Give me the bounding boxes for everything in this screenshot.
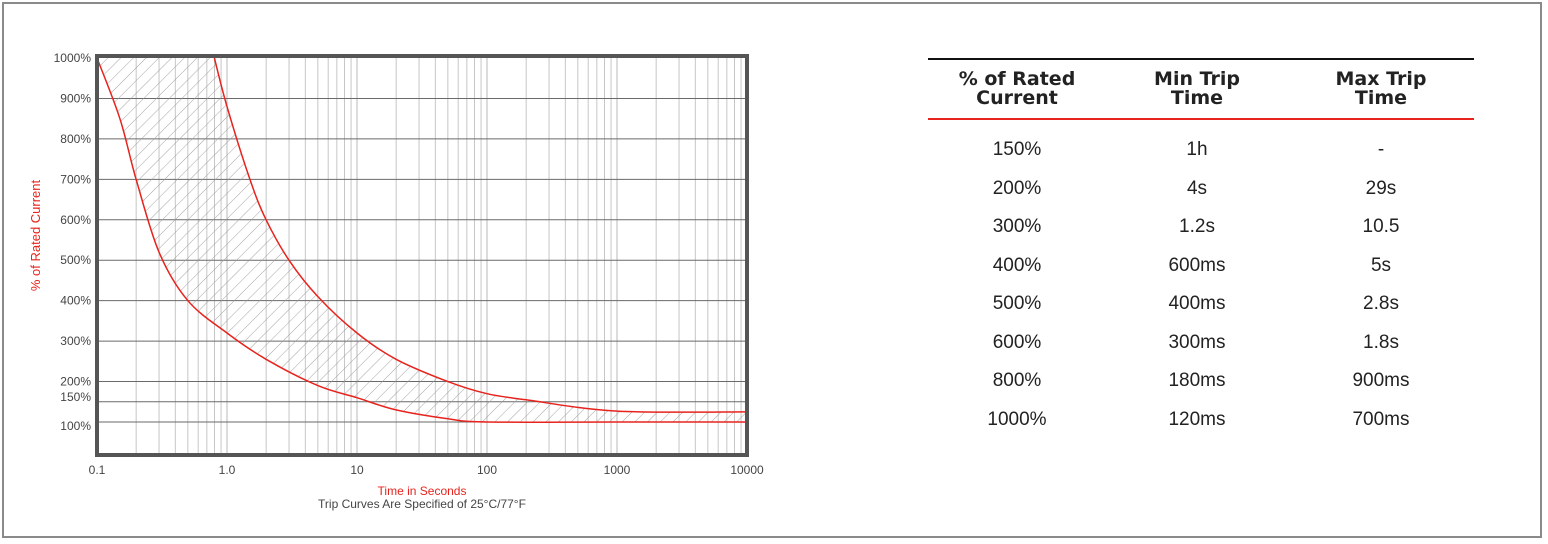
cell-current: 200%	[992, 177, 1042, 199]
plot-border	[95, 54, 749, 457]
table-row: 300% 1.2s 10.5	[928, 208, 1474, 247]
cell-min-trip: 300ms	[1168, 331, 1226, 353]
x-tick-label: 10000	[730, 463, 764, 477]
table-row: 150% 1h -	[928, 131, 1474, 170]
header-rated-current-line1: % of Rated	[958, 68, 1076, 90]
table-row: 200% 4s 29s	[928, 170, 1474, 209]
cell-min-trip: 120ms	[1168, 408, 1226, 430]
cell-current: 1000%	[987, 408, 1047, 430]
cell-min-trip: 400ms	[1168, 293, 1226, 315]
table-header-row: % of Rated Current Min Trip Time Max Tri…	[928, 60, 1474, 118]
y-tick-label: 800%	[60, 132, 91, 146]
header-rated-current: % of Rated Current	[928, 70, 1106, 108]
cell-current: 600%	[992, 331, 1042, 353]
cell-max-trip: 5s	[1370, 254, 1392, 276]
y-tick-label: 700%	[60, 172, 91, 186]
cell-min-trip: 180ms	[1168, 370, 1226, 392]
cell-min-trip: 600ms	[1168, 254, 1226, 276]
chart-note: Trip Curves Are Specified of 25°C/77°F	[318, 497, 526, 511]
table-row: 600% 300ms 1.8s	[928, 324, 1474, 363]
x-axis-title: Time in Seconds	[378, 484, 467, 498]
cell-current: 500%	[992, 293, 1042, 315]
min-trip-curve	[96, 57, 747, 423]
y-tick-label: 1000%	[54, 51, 92, 65]
x-tick-label: 1.0	[219, 463, 236, 477]
header-rated-current-line2: Current	[976, 87, 1058, 109]
x-tick-label: 10	[350, 463, 364, 477]
y-tick-label: 100%	[60, 419, 91, 433]
x-tick-label: 100	[477, 463, 497, 477]
y-tick-label: 300%	[60, 334, 91, 348]
cell-max-trip: 700ms	[1352, 408, 1410, 430]
table-header-rule	[928, 118, 1474, 120]
header-min-trip: Min Trip Time	[1106, 70, 1288, 108]
cell-min-trip: 1.2s	[1179, 216, 1215, 238]
cell-current: 150%	[992, 139, 1042, 161]
table-row: 800% 180ms 900ms	[928, 362, 1474, 401]
header-min-trip-line1: Min Trip	[1154, 68, 1240, 90]
table-row: 1000% 120ms 700ms	[928, 401, 1474, 440]
y-axis-title: % of Rated Current	[28, 179, 43, 291]
table-row: 500% 400ms 2.8s	[928, 285, 1474, 324]
cell-max-trip: 900ms	[1352, 370, 1410, 392]
cell-max-trip: 29s	[1365, 177, 1397, 199]
cell-max-trip: 2.8s	[1363, 293, 1399, 315]
table-body: 150% 1h - 200% 4s 29s 300% 1.2s 10.5 400% 600ms…	[928, 120, 1474, 439]
header-max-trip: Max Trip Time	[1288, 70, 1474, 108]
x-tick-label: 0.1	[89, 463, 106, 477]
table-row: 400% 600ms 5s	[928, 247, 1474, 286]
header-min-trip-line2: Time	[1170, 87, 1224, 109]
cell-current: 300%	[992, 216, 1042, 238]
cell-current: 400%	[992, 254, 1042, 276]
header-max-trip-line1: Max Trip	[1335, 68, 1427, 90]
trip-band-shading	[97, 58, 747, 423]
y-tick-label: 500%	[60, 253, 91, 267]
y-tick-label: 600%	[60, 213, 91, 227]
cell-min-trip: 4s	[1186, 177, 1208, 199]
cell-max-trip: -	[1377, 139, 1385, 161]
y-tick-label: 200%	[60, 375, 91, 389]
header-max-trip-line2: Time	[1354, 87, 1408, 109]
trip-time-table: % of Rated Current Min Trip Time Max Tri…	[928, 58, 1474, 439]
y-tick-label: 150%	[60, 390, 91, 404]
cell-min-trip: 1h	[1186, 139, 1208, 161]
max-trip-curve	[213, 57, 748, 413]
x-tick-label: 1000	[604, 463, 631, 477]
cell-max-trip: 1.8s	[1363, 331, 1399, 353]
cell-current: 800%	[992, 370, 1042, 392]
table-top-rule	[928, 58, 1474, 60]
cell-max-trip: 10.5	[1362, 216, 1400, 238]
y-tick-label: 400%	[60, 294, 91, 308]
y-tick-label: 900%	[60, 91, 91, 105]
